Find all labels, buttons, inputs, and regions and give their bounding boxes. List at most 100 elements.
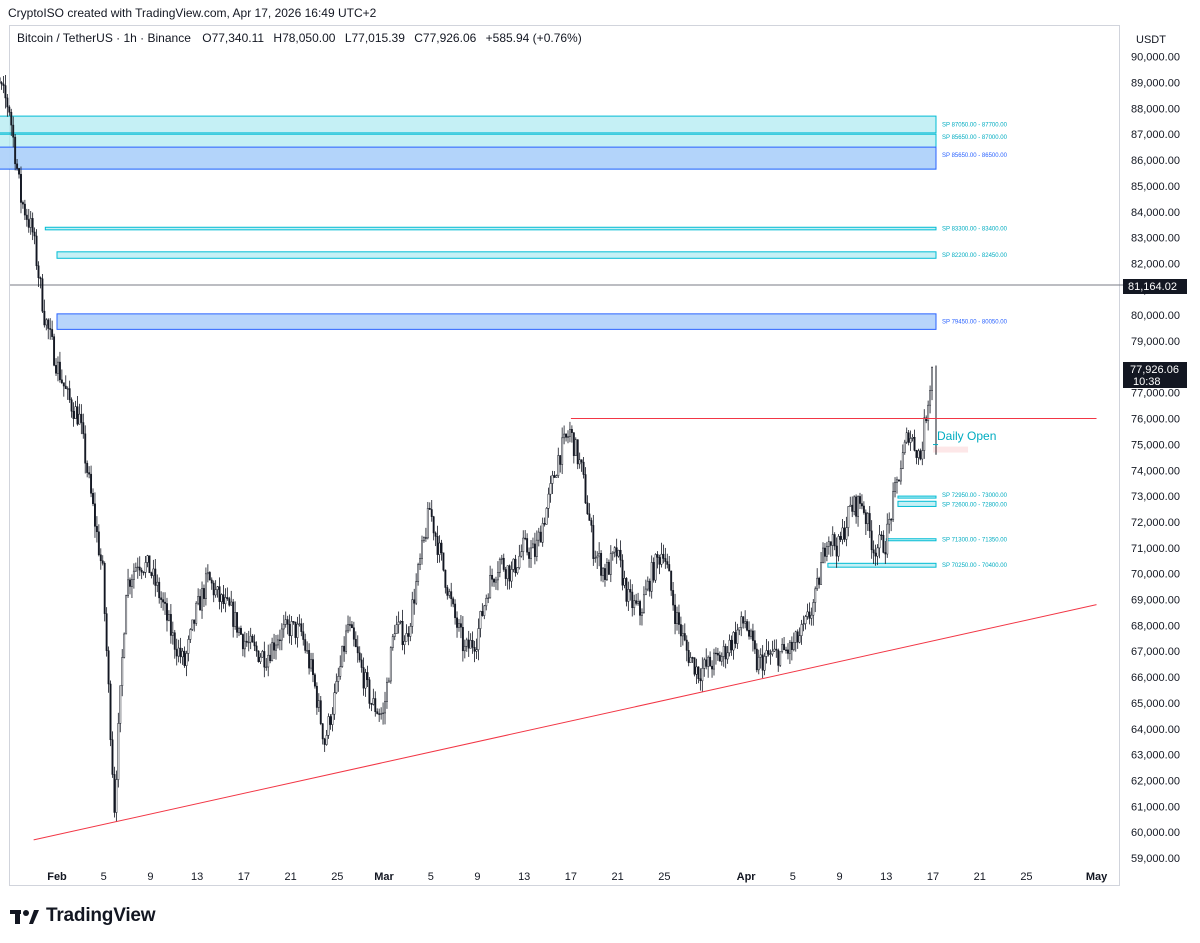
candle bbox=[839, 531, 842, 542]
candle bbox=[899, 460, 902, 485]
candle bbox=[637, 592, 640, 606]
candle bbox=[901, 444, 904, 470]
candle bbox=[709, 651, 712, 667]
candle bbox=[631, 584, 634, 617]
candle bbox=[413, 588, 416, 615]
supply-zone-6[interactable] bbox=[56, 313, 937, 330]
tradingview-logo[interactable]: TradingView bbox=[10, 904, 156, 928]
price-tick-label: 83,000.00 bbox=[1131, 233, 1180, 245]
candle bbox=[366, 665, 369, 688]
candle bbox=[565, 433, 568, 442]
candle bbox=[794, 630, 797, 652]
supply-zone-8[interactable] bbox=[897, 500, 937, 507]
candle bbox=[94, 492, 96, 538]
candle bbox=[467, 630, 470, 657]
candle bbox=[605, 558, 608, 581]
candle bbox=[547, 487, 550, 518]
daily-open-zone[interactable] bbox=[933, 446, 969, 453]
supply-zone-1[interactable] bbox=[0, 115, 937, 134]
candle bbox=[841, 519, 844, 545]
candle bbox=[884, 541, 887, 564]
candle bbox=[461, 616, 464, 662]
candle bbox=[551, 470, 554, 495]
supply-zone-4[interactable] bbox=[44, 226, 937, 231]
supply-zone-10[interactable] bbox=[827, 562, 937, 568]
candle bbox=[265, 658, 268, 671]
candle bbox=[8, 105, 11, 116]
candle bbox=[243, 631, 246, 658]
candle bbox=[549, 475, 552, 503]
candle bbox=[751, 623, 754, 652]
candle bbox=[253, 634, 256, 651]
candle bbox=[576, 439, 579, 470]
candle bbox=[459, 615, 462, 639]
candle bbox=[528, 547, 531, 568]
candle bbox=[419, 553, 422, 570]
axis-currency[interactable]: USDT bbox=[1136, 34, 1166, 46]
time-tick-label: May bbox=[1086, 871, 1108, 883]
supply-zone-7[interactable] bbox=[897, 495, 937, 499]
candle bbox=[506, 565, 509, 590]
candle bbox=[775, 639, 778, 658]
price-tick-label: 59,000.00 bbox=[1131, 853, 1180, 865]
candle bbox=[615, 538, 618, 564]
candle bbox=[728, 634, 731, 657]
candle bbox=[804, 614, 807, 630]
candle bbox=[405, 624, 408, 642]
ascending-trendline[interactable] bbox=[33, 604, 1097, 841]
price-tick-label: 64,000.00 bbox=[1131, 724, 1180, 736]
candle bbox=[189, 628, 192, 643]
candle bbox=[450, 582, 453, 607]
candle bbox=[580, 459, 583, 472]
last-price-tag-bg bbox=[1123, 362, 1187, 388]
candle bbox=[49, 318, 52, 340]
candle bbox=[308, 643, 311, 675]
candle bbox=[144, 556, 147, 578]
candle bbox=[358, 646, 361, 663]
candle bbox=[35, 229, 38, 270]
supply-zone-3[interactable] bbox=[0, 146, 937, 170]
candle bbox=[911, 434, 914, 442]
candle bbox=[271, 637, 274, 662]
candle bbox=[827, 536, 830, 555]
candle bbox=[286, 615, 289, 635]
candle bbox=[707, 655, 710, 678]
candle bbox=[203, 584, 205, 607]
supply-zone-label-8: SP 72600.00 - 72800.00 bbox=[942, 502, 1008, 508]
candle bbox=[111, 731, 114, 778]
candle bbox=[39, 276, 42, 289]
candle bbox=[477, 618, 480, 661]
candle bbox=[62, 382, 65, 397]
candle bbox=[82, 413, 85, 439]
candle bbox=[86, 460, 89, 478]
candle bbox=[584, 467, 587, 504]
candle bbox=[479, 610, 482, 638]
candle bbox=[919, 448, 922, 461]
candle bbox=[417, 562, 420, 586]
candle bbox=[504, 566, 507, 586]
candle bbox=[662, 544, 665, 564]
candle bbox=[352, 621, 355, 647]
candle bbox=[629, 579, 632, 601]
candle bbox=[349, 616, 351, 632]
candle bbox=[557, 447, 560, 479]
supply-zone-5[interactable] bbox=[56, 251, 937, 259]
price-tick-label: 68,000.00 bbox=[1131, 620, 1180, 632]
candle bbox=[744, 610, 747, 629]
candle bbox=[699, 668, 702, 691]
time-tick-label: 13 bbox=[518, 871, 530, 883]
price-tick-label: 67,000.00 bbox=[1131, 646, 1180, 658]
candle bbox=[432, 515, 435, 541]
time-tick-label: 9 bbox=[836, 871, 842, 883]
candle bbox=[670, 570, 673, 596]
candle bbox=[598, 542, 601, 567]
candle bbox=[574, 437, 577, 456]
daily-open-layer: Daily Open bbox=[933, 429, 996, 453]
candle bbox=[276, 634, 279, 649]
candle bbox=[787, 643, 789, 660]
countdown-text: 10:38 bbox=[1133, 376, 1161, 388]
supply-zone-9[interactable] bbox=[885, 538, 937, 542]
candle bbox=[824, 543, 826, 564]
candle bbox=[370, 702, 373, 712]
